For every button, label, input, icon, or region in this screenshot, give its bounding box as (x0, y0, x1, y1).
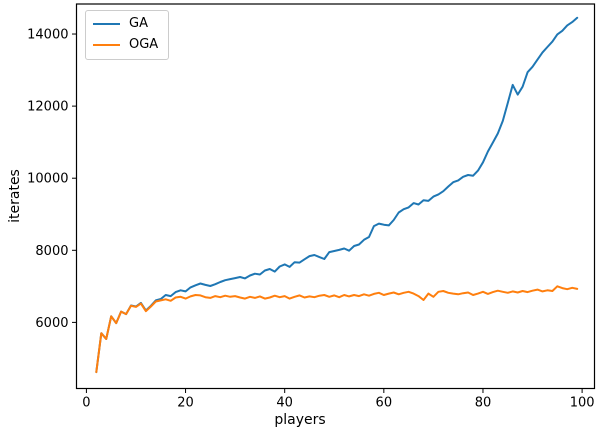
legend-label-ga: GA (129, 16, 148, 31)
x-tick-label: 20 (177, 395, 194, 410)
x-tick-label: 40 (276, 395, 293, 410)
legend-entry-ga: GA (93, 16, 158, 31)
x-axis-label: players (274, 412, 326, 428)
x-tick-label: 60 (376, 395, 393, 410)
legend: GA OGA (85, 10, 170, 60)
y-tick-label: 8000 (35, 244, 68, 259)
plot-border (75, 3, 596, 390)
x-tick-label: 80 (475, 395, 492, 410)
legend-label-oga: OGA (129, 37, 159, 53)
y-axis-label: iterates (7, 169, 23, 223)
y-tick-label: 10000 (27, 172, 68, 187)
x-tick-label: 100 (570, 395, 595, 410)
x-tick-label: 0 (82, 395, 90, 410)
legend-entry-oga: OGA (93, 37, 159, 53)
ga-line (95, 16, 579, 374)
y-tick-label: 6000 (35, 316, 68, 331)
ga-line-swatch (93, 23, 120, 26)
y-tick-label: 12000 (27, 100, 68, 115)
oga-line (95, 285, 579, 374)
oga-line-swatch (93, 44, 120, 47)
y-tick-label: 14000 (27, 28, 68, 43)
